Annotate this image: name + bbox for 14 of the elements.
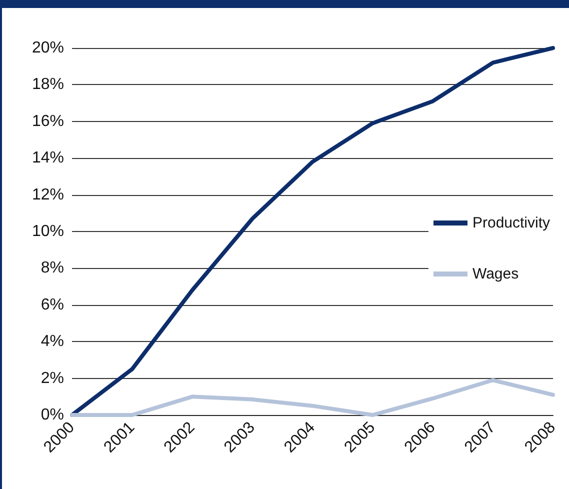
y-tick-label: 10% [32,223,64,240]
y-tick-label: 12% [32,186,64,204]
y-tick-label: 2% [40,370,64,387]
y-tick-label: 4% [40,333,64,350]
y-tick-label: 14% [32,150,64,167]
legend-label: Wages [472,266,519,282]
line-series [70,378,555,417]
y-tick-label: 16% [32,112,64,130]
y-tick-label: 8% [40,260,64,277]
y-tick-label: 0% [40,406,64,424]
legend-label: Productivity [472,214,550,232]
y-tick-label: 20% [32,40,64,56]
y-tick-label: 6% [40,296,64,314]
y-tick-label: 18% [32,76,64,94]
